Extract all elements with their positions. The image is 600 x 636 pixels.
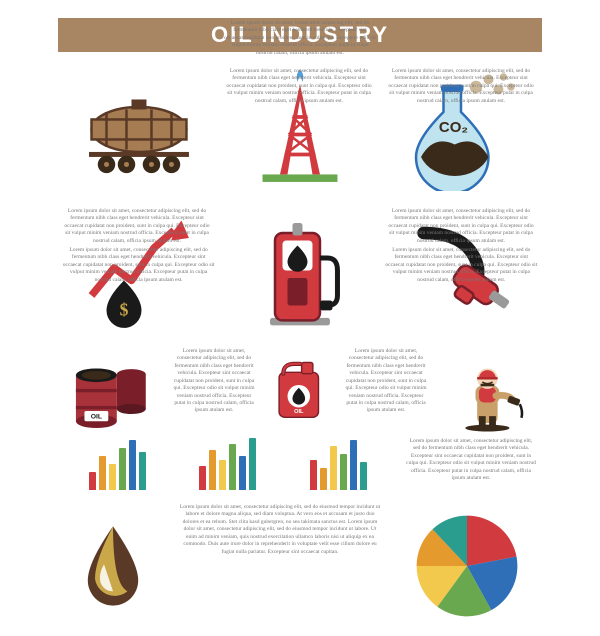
bar [209, 450, 216, 490]
text-c: Lorem ipsum dolor sit amet, consectetur … [58, 202, 216, 251]
svg-text:OIL: OIL [90, 414, 101, 421]
bar [219, 460, 226, 490]
bar-group [199, 430, 256, 490]
bar [310, 460, 317, 490]
bar-group [89, 430, 146, 490]
text-b: Lorem ipsum dolor sit amet, consectetur … [382, 62, 540, 111]
text-block-4: Lorem ipsum dolor sit amet, consectetur … [340, 342, 432, 439]
pie-chart [392, 496, 542, 636]
bar [129, 440, 136, 490]
bar [109, 464, 116, 490]
bar [330, 446, 337, 490]
text-a: Lorem ipsum dolor sit amet, consectetur … [220, 62, 378, 111]
bar-group [310, 430, 367, 490]
oil-drop-icon [58, 496, 168, 636]
title-bar: OIL INDUSTRY [58, 18, 542, 52]
mid-row: OIL Lorem ipsum dolor sit amet, consecte… [58, 342, 542, 434]
gas-pump-icon [219, 200, 380, 342]
svg-text:OIL: OIL [294, 409, 304, 415]
bar [340, 454, 347, 490]
svg-text:$: $ [119, 300, 128, 320]
text-bars: Lorem ipsum dolor sit amet, consectetur … [402, 432, 540, 489]
bar [350, 440, 357, 490]
bar [239, 456, 246, 490]
tank-car-icon [58, 58, 219, 200]
bar [99, 456, 106, 490]
worker-icon [432, 342, 542, 439]
jerrycan-icon: OIL [260, 342, 340, 439]
bar [229, 444, 236, 490]
text-bottom: Lorem ipsum dolor sit amet, consectetur … [168, 496, 392, 636]
svg-text:CO₂: CO₂ [439, 118, 468, 135]
barrel-icon: OIL [58, 342, 168, 439]
bar [249, 438, 256, 490]
bar [320, 468, 327, 490]
bar [199, 466, 206, 490]
bar-charts [58, 430, 398, 500]
bar [139, 452, 146, 490]
bar [360, 462, 367, 490]
text-block-3: Lorem ipsum dolor sit amet, consectetur … [168, 342, 260, 439]
bar [89, 472, 96, 490]
bar [119, 448, 126, 490]
text-d: Lorem ipsum dolor sit amet, consectetur … [382, 202, 540, 251]
